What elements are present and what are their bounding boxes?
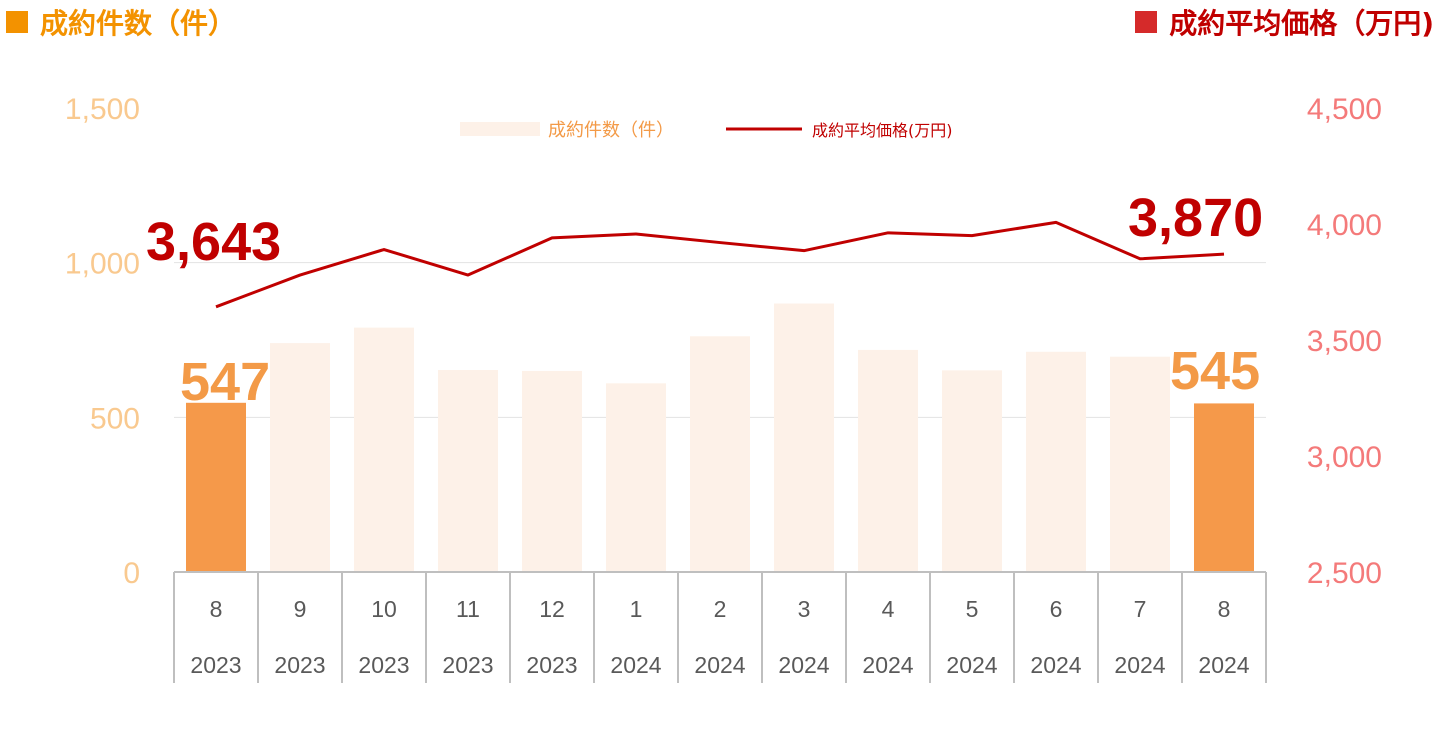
bar-7	[774, 303, 834, 572]
left-tick-label: 1,000	[65, 248, 140, 281]
year-label: 2024	[694, 652, 745, 678]
legend: 成約件数（件） 成約平均価格(万円)	[460, 120, 953, 141]
year-label: 2023	[442, 652, 493, 678]
year-label: 2024	[778, 652, 829, 678]
bar-0	[186, 402, 246, 572]
month-label: 8	[210, 596, 223, 622]
bar-8	[858, 349, 918, 572]
line-last-label: 3,870	[1128, 188, 1263, 248]
right-tick-label: 4,000	[1307, 209, 1382, 242]
year-label: 2024	[610, 652, 661, 678]
legend-bar-label: 成約件数（件）	[548, 120, 674, 141]
bar-1	[270, 343, 330, 572]
bar-last-label: 545	[1170, 341, 1260, 401]
bar-11	[1110, 356, 1170, 572]
month-label: 7	[1134, 596, 1147, 622]
month-label: 1	[630, 596, 643, 622]
left-y-axis: 0 500 1,000 1,500	[65, 93, 140, 590]
right-tick-label: 3,000	[1307, 441, 1382, 474]
bar-10	[1026, 351, 1086, 572]
month-label: 10	[371, 596, 397, 622]
bar-12	[1194, 403, 1254, 572]
right-y-axis: 2,500 3,000 3,500 4,000 4,500	[1307, 93, 1382, 590]
year-label: 2023	[274, 652, 325, 678]
line-first-label: 3,643	[146, 212, 281, 272]
price-line	[215, 220, 1225, 309]
bar-first-label: 547	[180, 352, 270, 412]
year-label: 2024	[1114, 652, 1165, 678]
month-label: 2	[714, 596, 727, 622]
left-axis-title: 成約件数（件）	[6, 2, 236, 42]
year-label: 2024	[862, 652, 913, 678]
left-tick-label: 1,500	[65, 93, 140, 126]
year-label: 2024	[1198, 652, 1249, 678]
year-label: 2023	[526, 652, 577, 678]
month-label: 9	[294, 596, 307, 622]
right-tick-label: 3,500	[1307, 325, 1382, 358]
orange-square-icon	[6, 11, 28, 33]
year-label: 2024	[1030, 652, 1081, 678]
year-label: 2024	[946, 652, 997, 678]
left-axis-title-text: 成約件数（件）	[40, 7, 237, 40]
line-series	[215, 220, 1225, 309]
legend-line-label: 成約平均価格(万円)	[812, 121, 953, 140]
right-axis-title-text: 成約平均価格（万円)	[1169, 7, 1434, 40]
left-tick-label: 0	[123, 557, 140, 590]
annotations: 3,643 3,870 547 545	[146, 188, 1263, 412]
bar-3	[438, 370, 498, 572]
right-axis-title: 成約平均価格（万円)	[1135, 2, 1434, 42]
month-label: 5	[966, 596, 979, 622]
month-label: 3	[798, 596, 811, 622]
left-tick-label: 500	[90, 402, 140, 435]
bar-series	[186, 303, 1254, 572]
red-square-icon	[1135, 11, 1158, 33]
bar-9	[942, 370, 1002, 572]
month-label: 12	[539, 596, 565, 622]
legend-bar-swatch	[460, 122, 540, 136]
month-label: 6	[1050, 596, 1063, 622]
right-tick-label: 2,500	[1307, 557, 1382, 590]
bar-2	[354, 327, 414, 572]
year-label: 2023	[358, 652, 409, 678]
month-label: 4	[882, 596, 895, 622]
bar-6	[690, 336, 750, 572]
month-label: 11	[456, 596, 480, 622]
month-label: 8	[1218, 596, 1231, 622]
year-label: 2023	[190, 652, 241, 678]
right-tick-label: 4,500	[1307, 93, 1382, 126]
bar-4	[522, 370, 582, 572]
x-axis: 8 2023 9 2023 10 2023 11 2023 12 2023 1 2024 2 2024 3 2…	[173, 571, 1267, 683]
bar-5	[606, 383, 666, 572]
